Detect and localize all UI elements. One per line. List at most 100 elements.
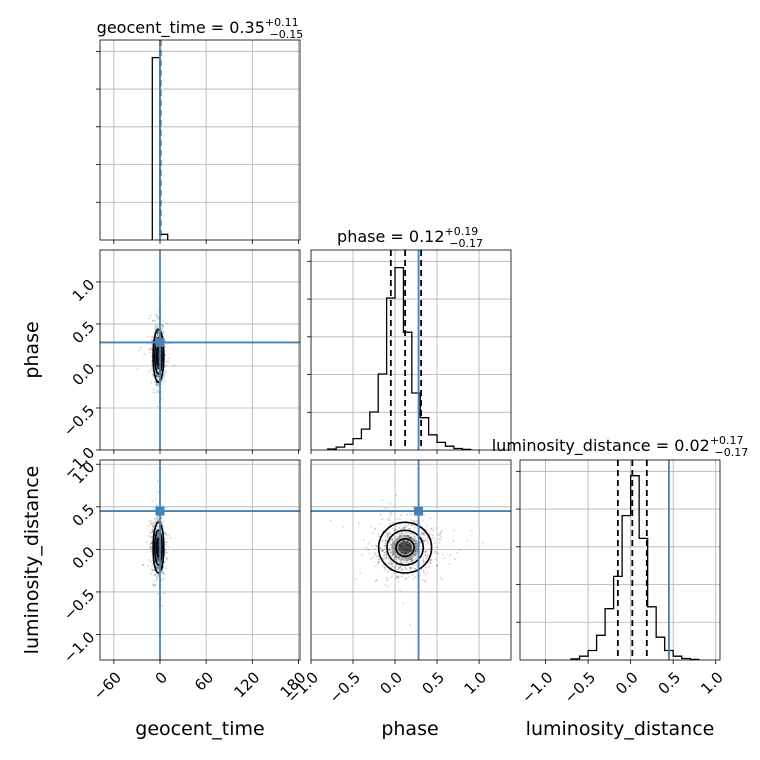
sample-point: [329, 519, 332, 522]
sample-point: [412, 578, 414, 580]
sample-point: [390, 544, 393, 547]
sample-point: [405, 557, 408, 559]
sample-point: [389, 554, 392, 557]
sample-point: [157, 557, 160, 560]
sample-point: [388, 549, 390, 552]
sample-point: [150, 550, 153, 553]
xtick-label: 0.0: [377, 668, 407, 698]
sample-point: [157, 491, 160, 494]
sample-point: [426, 539, 428, 542]
sample-point: [403, 525, 406, 528]
sample-point: [391, 552, 394, 555]
sample-point: [148, 520, 151, 523]
ytick-label: −1.0: [60, 628, 98, 666]
sample-point: [155, 383, 157, 386]
sample-point: [156, 375, 159, 378]
sample-point: [408, 534, 411, 537]
sample-point: [365, 547, 368, 549]
sample-point: [389, 512, 392, 514]
title-phase-minus: −0.17: [449, 237, 483, 250]
sample-point: [381, 539, 384, 542]
sample-point: [385, 557, 388, 559]
sample-point: [410, 537, 413, 539]
sample-point: [386, 570, 389, 573]
sample-point: [400, 527, 403, 530]
sample-point: [414, 558, 417, 561]
xtick-label: 1.0: [697, 668, 727, 698]
sample-point: [386, 533, 389, 536]
sample-point: [386, 536, 389, 539]
sample-point: [157, 519, 160, 521]
sample-point: [397, 556, 399, 559]
sample-point: [156, 334, 159, 336]
sample-point: [410, 537, 413, 540]
xtick-label: −0.5: [326, 668, 364, 706]
xtick-label: 1.0: [461, 668, 491, 698]
sample-point: [162, 572, 165, 575]
sample-point: [400, 532, 403, 535]
sample-point: [173, 364, 176, 367]
sample-point: [403, 534, 406, 537]
sample-point: [388, 548, 391, 550]
sample-point: [425, 557, 427, 559]
sample-point: [434, 546, 437, 549]
sample-point: [404, 530, 407, 533]
sample-point: [157, 331, 159, 334]
sample-point: [165, 533, 168, 536]
sample-point: [367, 549, 370, 552]
sample-point: [157, 561, 160, 564]
sample-point: [415, 540, 418, 543]
sample-point: [155, 575, 158, 578]
sample-point: [162, 525, 164, 527]
sample-point: [162, 376, 165, 379]
sample-point: [429, 517, 432, 519]
sample-point: [387, 579, 390, 581]
sample-point: [164, 364, 167, 367]
sample-point: [149, 542, 152, 545]
sample-point: [421, 532, 424, 535]
sample-point: [154, 583, 157, 586]
panel-geocent_time-phase: −1.0−0.50.00.51.0: [60, 249, 301, 482]
sample-point: [164, 548, 167, 551]
sample-point: [151, 569, 154, 571]
sample-point: [414, 550, 416, 552]
sample-point: [415, 542, 417, 545]
sample-point: [390, 563, 393, 566]
sample-point: [148, 535, 151, 538]
ylabel-luminosity-distance: luminosity_distance: [21, 466, 43, 655]
panel-content: [100, 460, 300, 660]
sample-point: [385, 579, 388, 581]
sample-point: [398, 556, 401, 558]
sample-point: [151, 529, 154, 531]
sample-point: [404, 557, 407, 559]
sample-point: [408, 553, 410, 555]
sample-point: [411, 558, 414, 561]
sample-point: [150, 523, 153, 526]
sample-point: [406, 559, 408, 562]
sample-point: [371, 545, 374, 548]
sample-point: [162, 381, 165, 383]
sample-point: [388, 517, 391, 519]
histogram-phase: [327, 266, 472, 450]
sample-point: [422, 560, 425, 562]
sample-point: [156, 480, 159, 482]
sample-point: [398, 566, 401, 569]
sample-point: [383, 551, 386, 554]
sample-point: [421, 579, 424, 581]
sample-point: [412, 553, 415, 556]
sample-point: [398, 567, 400, 570]
sample-point: [388, 562, 390, 565]
sample-point: [153, 584, 155, 587]
sample-point: [409, 624, 412, 626]
sample-point: [384, 539, 387, 542]
sample-point: [152, 388, 155, 391]
sample-point: [423, 539, 426, 542]
sample-point: [162, 520, 165, 523]
sample-point: [409, 536, 412, 539]
sample-point: [149, 352, 152, 354]
sample-point: [404, 534, 407, 537]
sample-point: [424, 550, 427, 553]
sample-point: [394, 566, 397, 569]
sample-point: [415, 553, 418, 555]
sample-point: [163, 379, 166, 382]
